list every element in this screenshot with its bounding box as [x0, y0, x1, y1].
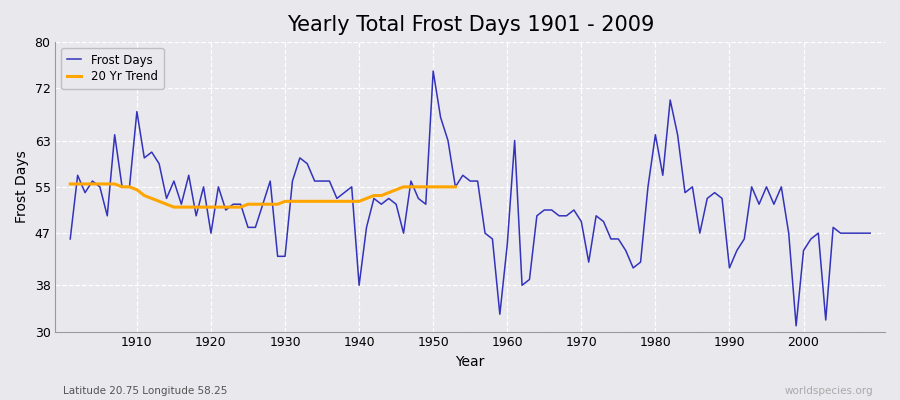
Line: Frost Days: Frost Days: [70, 71, 870, 326]
20 Yr Trend: [368, 193, 379, 198]
Frost Days: [598, 219, 609, 224]
X-axis label: Year: Year: [455, 355, 485, 369]
Line: 20 Yr Trend: 20 Yr Trend: [70, 184, 455, 207]
Y-axis label: Frost Days: Frost Days: [15, 150, 29, 223]
Frost Days: [502, 242, 513, 247]
Frost Days: [428, 69, 438, 74]
20 Yr Trend: [65, 182, 76, 186]
20 Yr Trend: [176, 205, 186, 210]
Text: worldspecies.org: worldspecies.org: [785, 386, 873, 396]
Frost Days: [331, 196, 342, 201]
Frost Days: [65, 236, 76, 241]
20 Yr Trend: [450, 184, 461, 189]
Frost Days: [124, 184, 135, 189]
20 Yr Trend: [168, 205, 179, 210]
20 Yr Trend: [413, 184, 424, 189]
Frost Days: [791, 323, 802, 328]
20 Yr Trend: [294, 199, 305, 204]
Frost Days: [287, 179, 298, 184]
Title: Yearly Total Frost Days 1901 - 2009: Yearly Total Frost Days 1901 - 2009: [286, 15, 654, 35]
20 Yr Trend: [317, 199, 328, 204]
20 Yr Trend: [302, 199, 312, 204]
Frost Days: [509, 138, 520, 143]
Frost Days: [865, 231, 876, 236]
Legend: Frost Days, 20 Yr Trend: Frost Days, 20 Yr Trend: [61, 48, 164, 89]
Text: Latitude 20.75 Longitude 58.25: Latitude 20.75 Longitude 58.25: [63, 386, 228, 396]
